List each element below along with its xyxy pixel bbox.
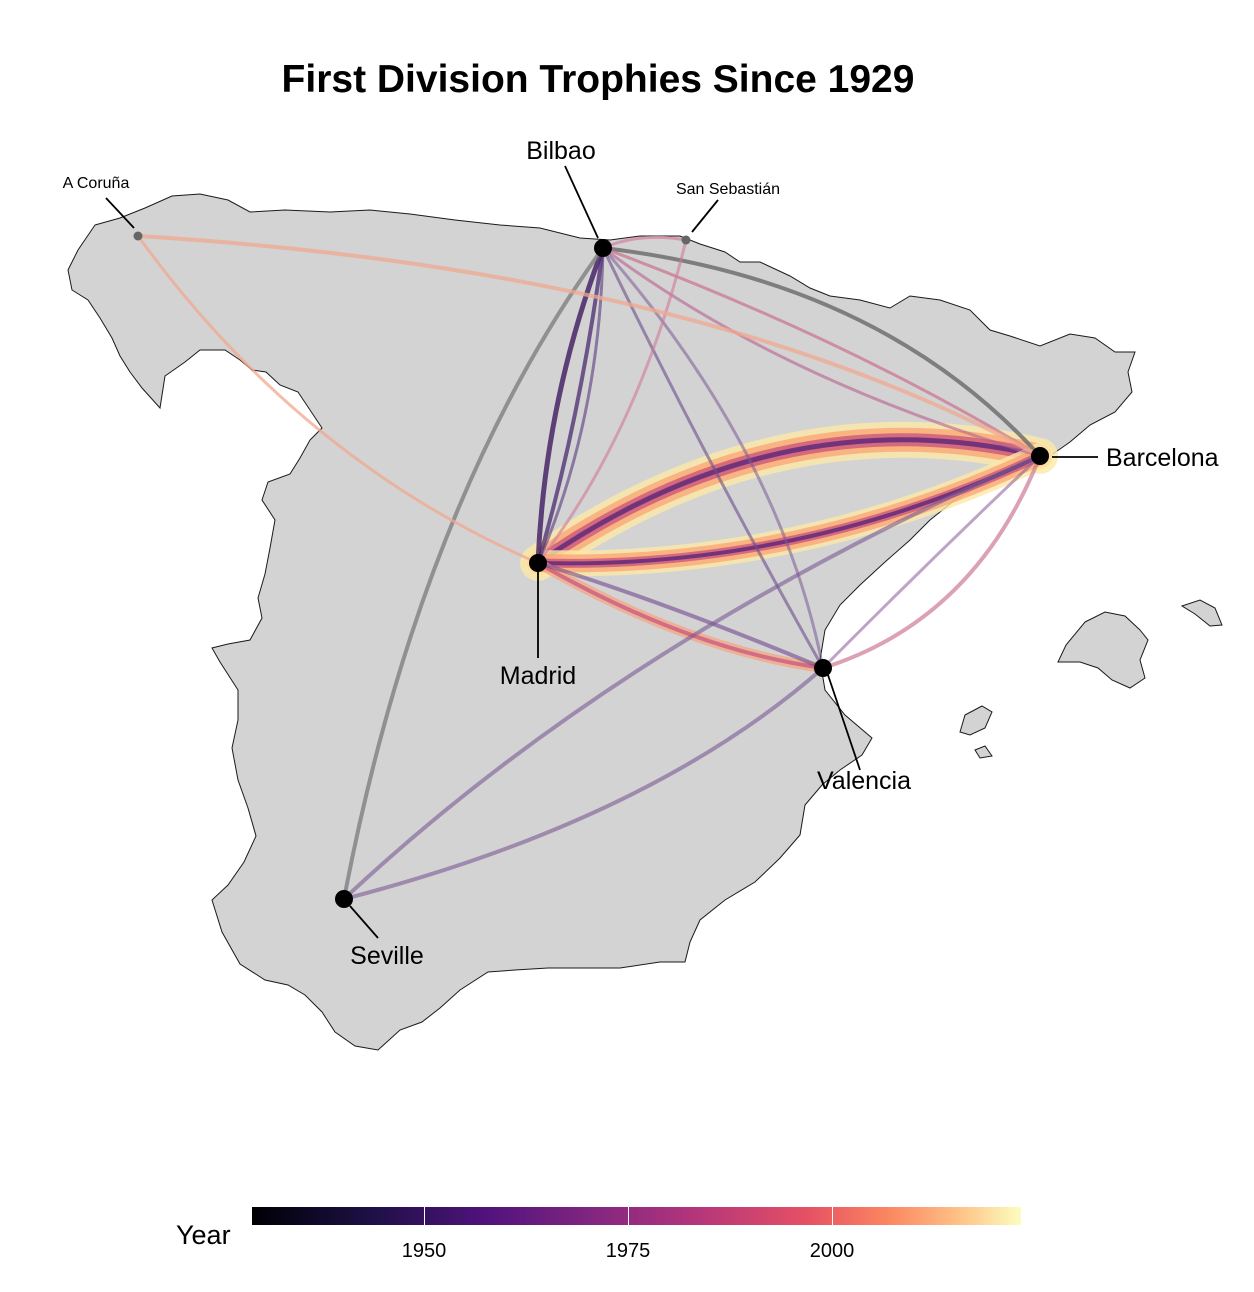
island-formentera	[974, 745, 993, 759]
map-title: First Division Trophies Since 1929	[281, 58, 915, 101]
marker-bilbao	[594, 239, 612, 257]
year-colorbar	[252, 1207, 1021, 1225]
connection-barcelona-valencia	[821, 454, 1042, 670]
colorbar-tick	[832, 1207, 833, 1225]
marker-sansebastian	[681, 235, 691, 245]
connection-bilbao-seville	[342, 246, 605, 901]
connection-bilbao-madrid	[535, 245, 606, 566]
trophy-connections	[136, 234, 1058, 901]
colorbar-label-1950: 1950	[401, 1240, 447, 1262]
label-coruna: A Coruña	[63, 175, 130, 192]
label-barcelona: Barcelona	[1106, 444, 1219, 472]
label-bilbao: Bilbao	[526, 137, 596, 165]
connection-coruna-madrid	[136, 234, 540, 565]
colorbar-tick	[628, 1207, 629, 1225]
connection-seville-barcelona	[342, 454, 1042, 901]
label-madrid: Madrid	[500, 662, 576, 690]
connection-bilbao-barcelona	[601, 246, 1042, 458]
city-markers	[133, 231, 1049, 908]
marker-seville	[335, 890, 353, 908]
label-seville: Seville	[350, 942, 424, 970]
connection-sansebastian-madrid	[536, 238, 688, 565]
island-menorca	[1180, 599, 1223, 627]
spain-mainland	[67, 193, 1136, 1051]
marker-madrid	[529, 554, 547, 572]
colorbar-label-2000: 2000	[809, 1240, 855, 1262]
label-valencia: Valencia	[817, 767, 911, 795]
island-ibiza	[959, 705, 993, 736]
marker-coruna	[133, 231, 143, 241]
connection-seville-valencia	[342, 666, 825, 901]
island-mallorca	[1057, 611, 1149, 689]
marker-valencia	[814, 659, 832, 677]
colorbar-tick	[424, 1207, 425, 1225]
connection-coruna-barcelona	[136, 234, 1042, 458]
label-sansebastian: San Sebastián	[676, 181, 780, 198]
colorbar-label-1975: 1975	[605, 1240, 651, 1262]
marker-barcelona	[1031, 447, 1049, 465]
leader-lines	[105, 165, 1098, 939]
legend-title: Year	[176, 1220, 231, 1250]
